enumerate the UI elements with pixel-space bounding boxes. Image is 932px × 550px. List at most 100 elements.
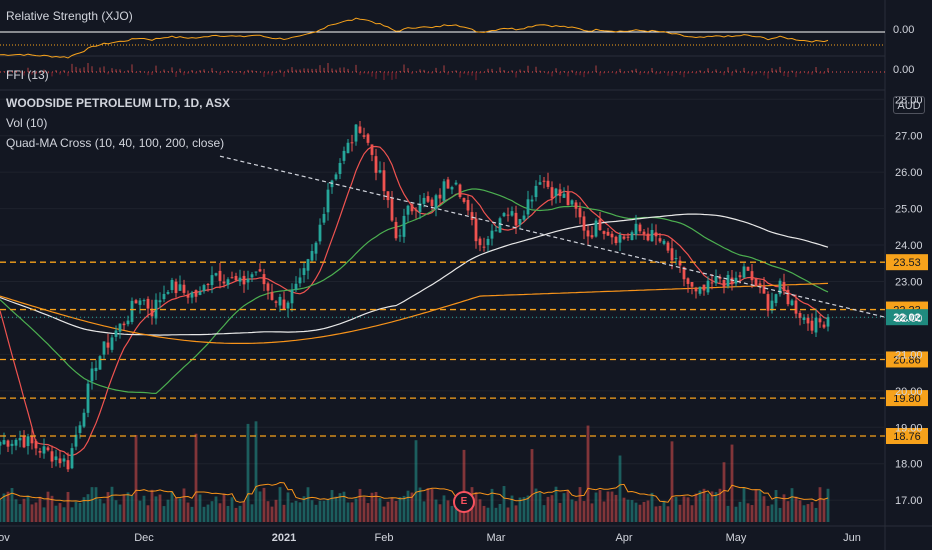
volume-bar — [154, 496, 158, 522]
volume-bar — [790, 488, 794, 522]
volume-bar — [238, 505, 242, 522]
volume-bar — [102, 503, 106, 522]
time-axis[interactable]: Nov Dec 2021 Feb Mar Apr May Jun — [0, 532, 861, 544]
candle-body — [142, 300, 146, 302]
volume-bar — [690, 505, 694, 522]
volume-bar — [518, 497, 522, 522]
volume-bar — [574, 501, 578, 522]
candle-body — [518, 218, 522, 225]
candle-body — [370, 144, 374, 155]
volume-bar — [822, 499, 826, 522]
volume-label[interactable]: Vol (10) — [6, 116, 48, 130]
volume-bar — [326, 498, 330, 522]
volume-bar — [346, 502, 350, 522]
candle-body — [298, 277, 302, 284]
candle-body — [802, 317, 806, 321]
current-price-label: 22.02 — [893, 312, 921, 324]
price-axis[interactable]: 17.00 18.00 19.00 20.00 21.00 22.00 23.00 24.00… — [895, 94, 923, 507]
candle-body — [794, 300, 798, 314]
candle-body — [678, 260, 682, 266]
candle-body — [822, 324, 826, 328]
volume-bar — [738, 501, 742, 522]
volume-bar — [498, 503, 502, 522]
candle-body — [146, 298, 150, 309]
volume-bar — [654, 506, 658, 522]
volume-bar — [358, 488, 362, 522]
volume-bar — [22, 498, 26, 522]
volume-bar — [90, 487, 94, 522]
volume-bar — [714, 492, 718, 522]
candle-body — [490, 230, 494, 239]
candle-body — [86, 383, 90, 413]
ffi-value: 0.00 — [893, 64, 915, 76]
volume-bar — [82, 497, 86, 522]
volume-bar — [390, 498, 394, 522]
candle-body — [70, 448, 74, 469]
candle-body — [138, 300, 142, 305]
volume-bar — [350, 502, 354, 522]
volume-bar — [658, 505, 662, 522]
candle-body — [22, 436, 26, 448]
quad-ma-label[interactable]: Quad-MA Cross (10, 40, 100, 200, close) — [6, 136, 225, 150]
candle-body — [790, 300, 794, 306]
volume-bar — [634, 502, 638, 522]
candle-body — [362, 135, 366, 137]
level-tag-label: 23.53 — [893, 257, 921, 269]
volume-bar — [354, 498, 358, 522]
candle-body — [302, 268, 306, 275]
candle-body — [266, 283, 270, 291]
candle-body — [778, 280, 782, 295]
candle-body — [562, 193, 566, 198]
volume-bar — [106, 492, 110, 522]
volume-bar — [286, 492, 290, 522]
candle-body — [310, 251, 314, 261]
volume-bar — [130, 495, 134, 522]
volume-bar — [578, 487, 582, 522]
candle-body — [610, 233, 614, 238]
volume-bar — [570, 499, 574, 522]
candle-body — [58, 458, 62, 464]
candle-body — [0, 441, 2, 446]
volume-bar — [786, 501, 790, 522]
candle-body — [594, 220, 598, 237]
symbol-title[interactable]: WOODSIDE PETROLEUM LTD, 1D, ASX — [6, 96, 231, 110]
earnings-marker-icon[interactable]: E — [453, 491, 475, 513]
candle-body — [42, 446, 46, 454]
volume-bar — [770, 504, 774, 522]
candle-body — [6, 440, 10, 447]
volume-bar — [246, 423, 250, 522]
candle-body — [26, 436, 30, 447]
candle-body — [630, 232, 634, 241]
rs-line — [0, 17, 829, 59]
candle-body — [230, 277, 234, 279]
candle-body — [550, 187, 554, 199]
volume-bar — [710, 491, 714, 522]
volume-bar — [394, 500, 398, 522]
currency-badge[interactable]: AUD — [893, 96, 925, 114]
candle-body — [530, 199, 534, 202]
volume-bar — [562, 493, 566, 522]
y-tick-label: 27.00 — [895, 131, 923, 143]
volume-bar — [446, 500, 450, 522]
candle-body — [598, 219, 602, 231]
volume-bar — [522, 497, 526, 522]
volume-bar — [726, 505, 730, 522]
x-tick-label: Feb — [375, 532, 394, 544]
volume-bar — [114, 500, 118, 522]
candle-body — [526, 199, 530, 215]
candle-body — [722, 279, 726, 288]
volume-bar — [542, 505, 546, 522]
candle-body — [650, 230, 654, 242]
volume-bar — [254, 421, 258, 522]
volume-bar — [482, 505, 486, 522]
volume-bar — [538, 492, 542, 522]
candle-body — [402, 215, 406, 237]
relative-strength-pane — [0, 17, 885, 59]
candle-body — [226, 279, 230, 285]
volume-bar — [558, 502, 562, 522]
volume-bar — [698, 490, 702, 522]
candle-body — [318, 224, 322, 242]
candle-body — [466, 199, 470, 211]
